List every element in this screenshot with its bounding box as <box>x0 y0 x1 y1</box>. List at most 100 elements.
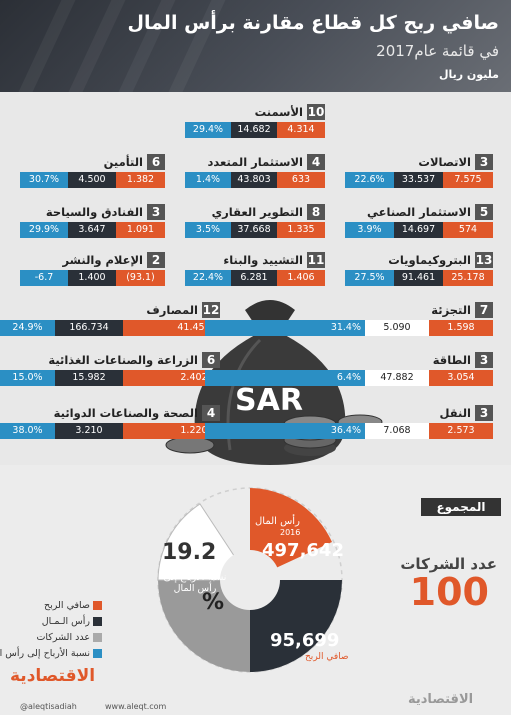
sector-ratio: 3.9% <box>345 222 394 238</box>
sector-count-badge: 7 <box>475 302 493 318</box>
sector-count-badge: 11 <box>307 252 325 268</box>
sector-count-badge: 4 <box>202 405 220 421</box>
sector-capital: 1.400 <box>68 270 116 286</box>
sector-count-badge: 3 <box>475 352 493 368</box>
sector-profit: 3.054 <box>429 370 493 386</box>
sector-capital: 7.068 <box>365 423 429 439</box>
sector-count-badge: 3 <box>147 204 165 220</box>
total-label: المجموع <box>421 498 501 516</box>
profit-total: 95,699 <box>270 630 340 651</box>
sector-capital: 47.882 <box>365 370 429 386</box>
sector-name: التطوير العقاري <box>211 205 303 219</box>
sector-capital: 33.537 <box>394 172 443 188</box>
sector-capital: 3.210 <box>55 423 123 439</box>
sector-capital: 43.803 <box>231 172 277 188</box>
companies-total: 100 <box>409 570 489 614</box>
sector-name: الفنادق والسياحة <box>45 205 143 219</box>
sector-profit: 1.406 <box>277 270 325 286</box>
sector-ratio: 6.4% <box>205 370 365 386</box>
sector-profit: 1.382 <box>116 172 165 188</box>
sector-capital: 91.461 <box>394 270 443 286</box>
capital-label: رأس المال <box>255 516 300 527</box>
sector-capital: 37.668 <box>231 222 277 238</box>
sector-ratio: 38.0% <box>0 423 55 439</box>
sector-ratio: 1.4% <box>185 172 231 188</box>
twitter-handle: @aleqtisadiah <box>20 702 77 711</box>
companies-label: عدد الشركات <box>400 555 497 573</box>
website: www.aleqt.com <box>105 702 167 711</box>
sector-ratio: 22.4% <box>185 270 231 286</box>
legend-swatch <box>93 649 102 658</box>
sector-name: التشييد والبناء <box>223 253 303 267</box>
sector-profit: 633 <box>277 172 325 188</box>
sector-ratio: 29.4% <box>185 122 231 138</box>
header-banner: صافي ربح كل قطاع مقارنة برأس المال في قا… <box>0 0 511 92</box>
page-title: صافي ربح كل قطاع مقارنة برأس المال <box>127 12 499 34</box>
ratio-symbol: % <box>202 590 225 615</box>
sector-ratio: 27.5% <box>345 270 394 286</box>
sector-profit: (93.1) <box>116 270 165 286</box>
logo-left: الاقتصادية <box>10 666 96 686</box>
sector-count-badge: 6 <box>147 154 165 170</box>
sector-name: الأسمنت <box>254 105 303 119</box>
sector-name: التأمين <box>103 155 143 169</box>
bag-label: SAR <box>235 383 303 418</box>
sector-name: الزراعة والصناعات الغذائية <box>48 353 198 367</box>
legend-label: عدد الشركات <box>36 632 90 643</box>
legend-swatch <box>93 601 102 610</box>
sector-name: الاستثمار الصناعي <box>367 205 471 219</box>
sector-count-badge: 5 <box>475 204 493 220</box>
sector-count-badge: 13 <box>475 252 493 268</box>
legend-label: رأس الـمـال <box>41 616 90 627</box>
legend-label: نسبة الأرباح إلى رأس المال <box>0 648 90 659</box>
sector-count-badge: 2 <box>147 252 165 268</box>
sector-capital: 166.734 <box>55 320 123 336</box>
capital-year: 2016 <box>280 528 301 537</box>
ratio-total: 19.2 <box>162 540 217 565</box>
sector-profit: 2.573 <box>429 423 493 439</box>
unit-label: مليون ريال <box>438 68 499 81</box>
sector-ratio: -6.7 <box>20 270 68 286</box>
sector-name: الصحة والصناعات الدوائية <box>53 406 198 420</box>
sector-count-badge: 4 <box>307 154 325 170</box>
sector-ratio: 22.6% <box>345 172 394 188</box>
sector-count-badge: 10 <box>307 104 325 120</box>
sector-count-badge: 3 <box>475 405 493 421</box>
sector-ratio: 3.5% <box>185 222 231 238</box>
legend-swatch <box>93 617 102 626</box>
profit-label: صافي الربح <box>305 652 349 662</box>
sector-name: التجزئة <box>431 303 471 317</box>
sector-count-badge: 6 <box>202 352 220 368</box>
sector-count-badge: 8 <box>307 204 325 220</box>
sector-name: الاتصالات <box>418 155 471 169</box>
sector-name: النقل <box>439 406 472 420</box>
sector-count-badge: 3 <box>475 154 493 170</box>
sector-profit: 25.178 <box>443 270 493 286</box>
sector-capital: 3.647 <box>68 222 116 238</box>
sector-ratio: 29.9% <box>20 222 68 238</box>
legend-label: صافي الربح <box>44 600 90 611</box>
sector-profit: 1.335 <box>277 222 325 238</box>
sector-ratio: 31.4% <box>205 320 365 336</box>
page-subtitle: في قائمة عام2017 <box>376 42 499 60</box>
sector-name: المصارف <box>146 303 198 317</box>
sector-profit: 1.091 <box>116 222 165 238</box>
sector-name: الإعلام والنشر <box>62 253 143 267</box>
sector-ratio: 30.7% <box>20 172 68 188</box>
sector-ratio: 24.9% <box>0 320 55 336</box>
sector-capital: 14.697 <box>394 222 443 238</box>
sector-name: الطاقة <box>432 353 471 367</box>
sector-name: الاستثمار المتعدد <box>207 155 303 169</box>
sector-capital: 15.982 <box>55 370 123 386</box>
legend-swatch <box>93 633 102 642</box>
sector-ratio: 15.0% <box>0 370 55 386</box>
logo-right: الاقتصادية <box>408 692 474 707</box>
sector-profit: 1.598 <box>429 320 493 336</box>
sector-capital: 4.500 <box>68 172 116 188</box>
sector-count-badge: 12 <box>202 302 220 318</box>
sector-profit: 4.314 <box>277 122 325 138</box>
summary-donut <box>157 487 343 673</box>
sector-profit: 574 <box>443 222 493 238</box>
sector-name: البتروكيماويات <box>388 253 471 267</box>
